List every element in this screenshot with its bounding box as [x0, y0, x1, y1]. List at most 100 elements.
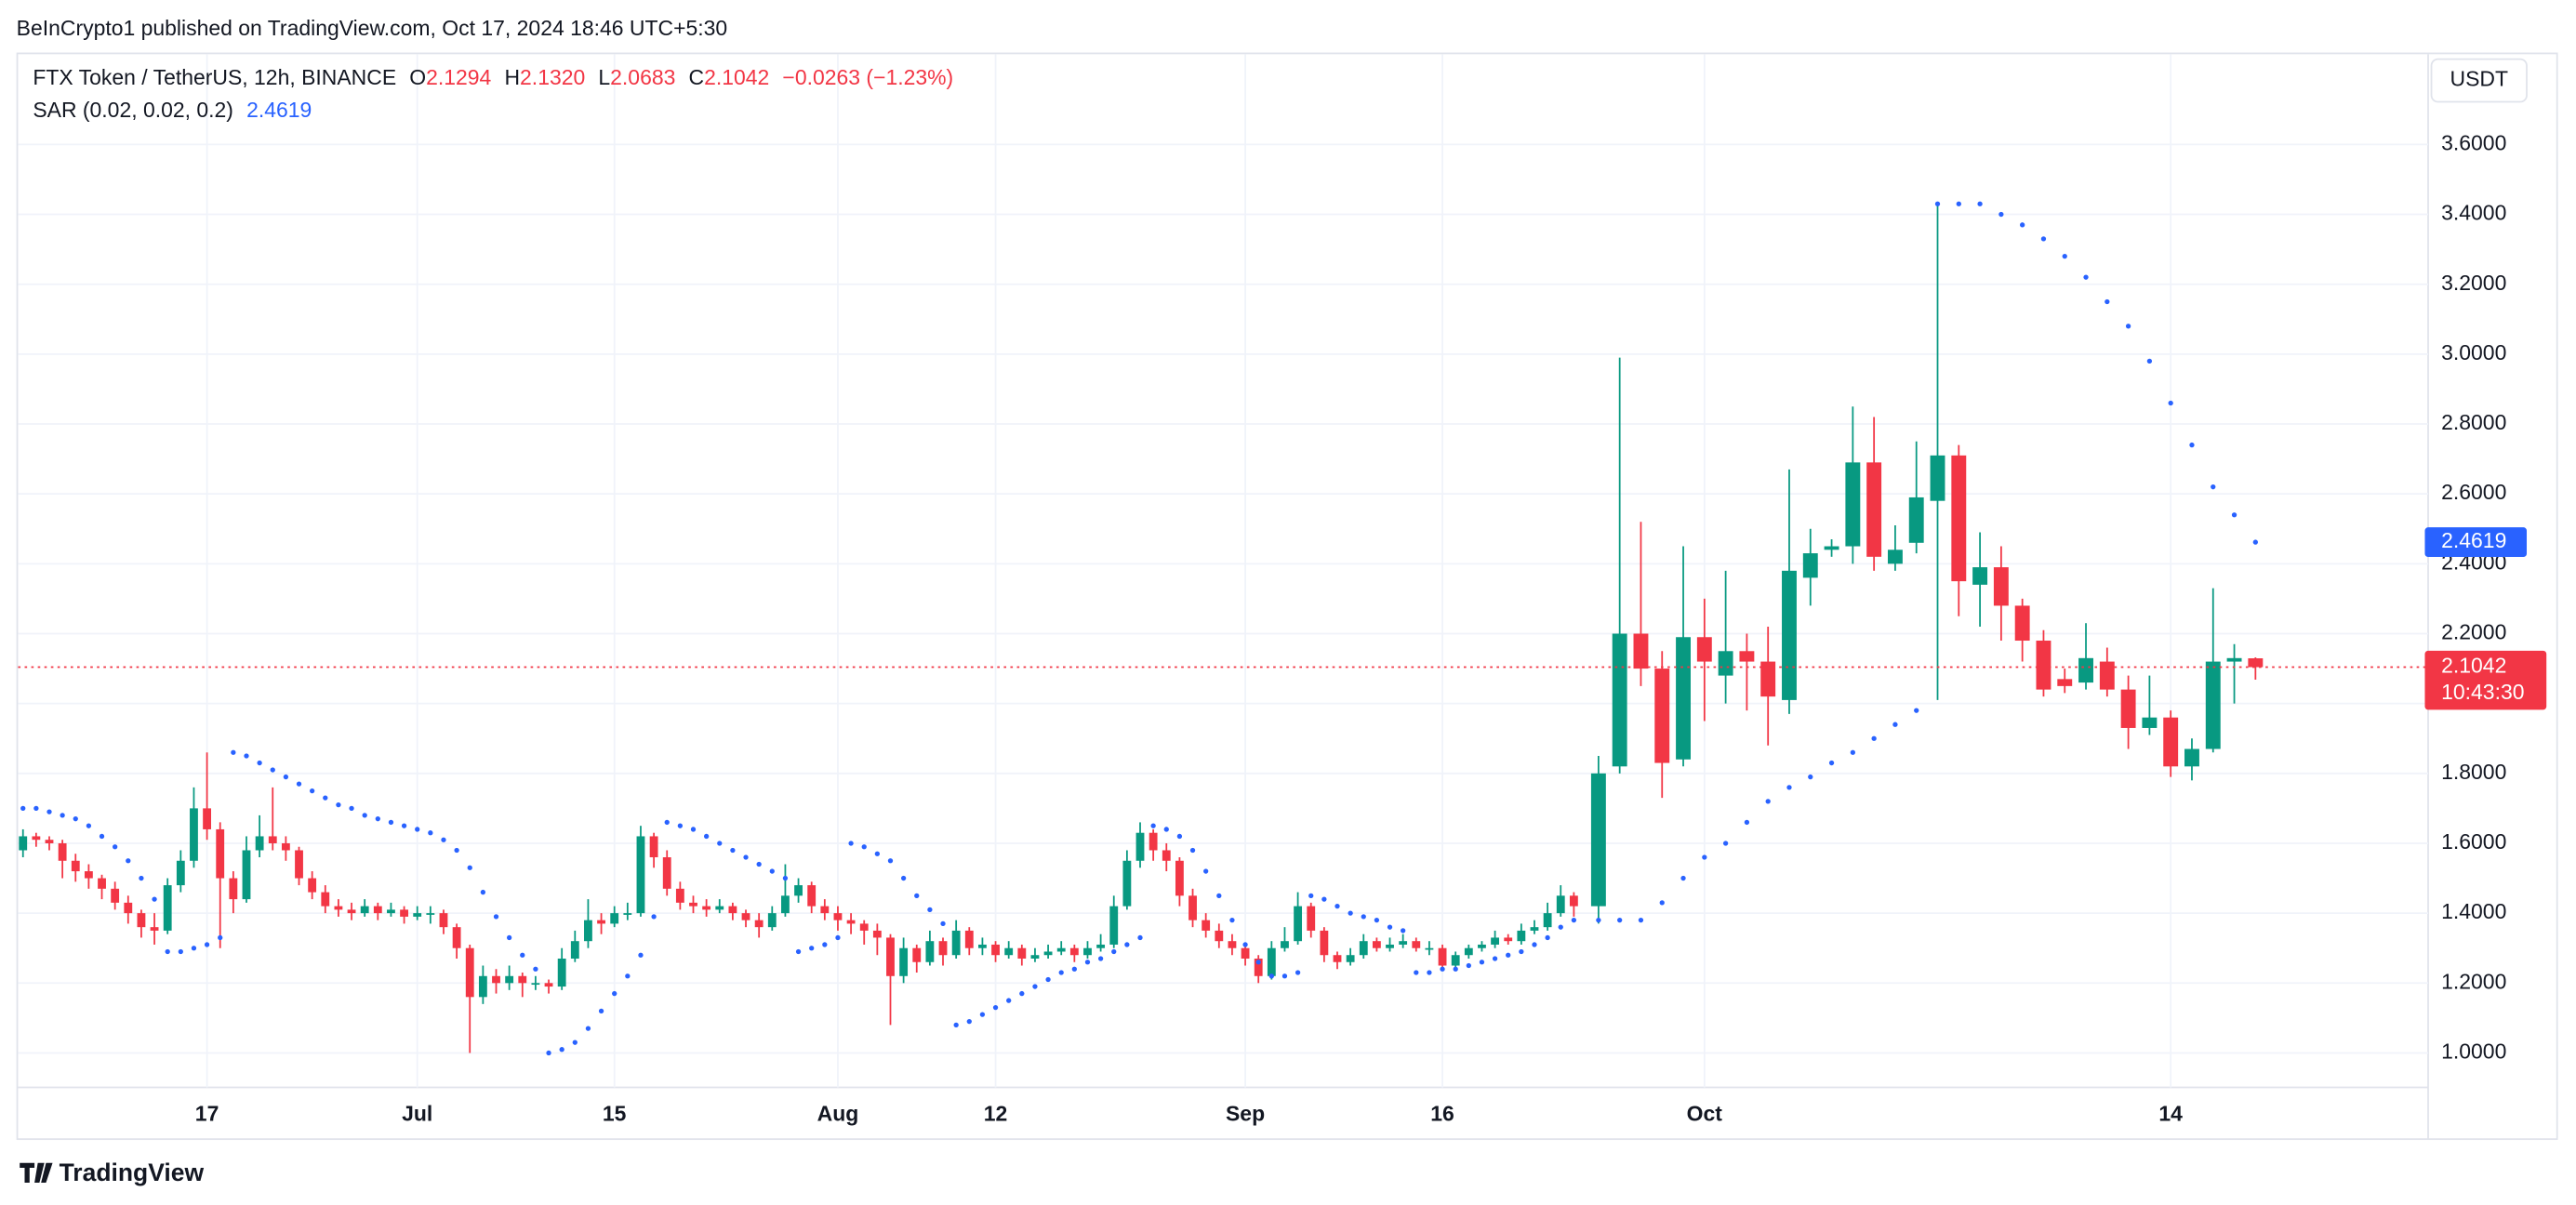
sar-dot: [2252, 539, 2258, 545]
candle-body: [1175, 860, 1184, 896]
ohlc-key: C: [689, 65, 705, 89]
candle-body: [347, 909, 356, 914]
sar-dot: [1977, 201, 1983, 206]
sar-dot: [1097, 956, 1104, 961]
footer-text: TradingView: [60, 1159, 205, 1186]
candle-body: [1696, 637, 1712, 662]
candle-body: [584, 920, 592, 942]
sar-dot: [1659, 900, 1665, 906]
sar-dot: [152, 896, 157, 902]
sar-dot: [467, 865, 472, 870]
candle-body: [2205, 661, 2221, 749]
candle-body: [1633, 633, 1649, 669]
candle-body: [45, 840, 54, 843]
candle-body: [268, 836, 277, 843]
sar-dot: [139, 875, 144, 881]
candle-body: [597, 920, 605, 924]
sar-dot: [191, 946, 197, 951]
sar-dot: [1176, 833, 1183, 840]
candle-body: [426, 913, 435, 915]
sar-dot: [1229, 918, 1235, 923]
candle-body: [1346, 955, 1355, 962]
candle-body: [1802, 553, 1818, 578]
sar-dot: [270, 767, 275, 773]
candle-body: [360, 906, 369, 914]
sar-dot: [126, 858, 131, 864]
candle-body: [846, 920, 856, 924]
candle-body: [111, 888, 120, 903]
sar-dot: [848, 841, 854, 846]
sar-dot: [60, 813, 65, 818]
sar-dot: [2020, 222, 2025, 228]
candle-body: [649, 836, 658, 858]
candle-body: [98, 878, 106, 889]
candle-body: [1824, 546, 1839, 550]
sar-dot: [1216, 893, 1222, 898]
candle-body: [1228, 941, 1237, 948]
sar-dot: [585, 1026, 591, 1031]
sar-dot: [2189, 442, 2195, 448]
candle-body: [1043, 951, 1053, 956]
sar-dot: [113, 844, 118, 850]
candle-body: [2142, 717, 2158, 728]
sar-dot: [1111, 948, 1117, 955]
ohlc-value: 2.1042: [704, 65, 769, 89]
sar-dot: [1006, 998, 1012, 1003]
candle-body: [1760, 661, 1776, 697]
candle-body: [1739, 651, 1755, 662]
candle-body: [544, 983, 553, 987]
sar-dot: [1203, 868, 1209, 874]
y-tick-label: 3.2000: [2441, 271, 2506, 295]
sar-dot: [2062, 253, 2067, 259]
sar-dot: [204, 942, 210, 947]
sar-dot: [1786, 785, 1792, 790]
currency-label[interactable]: USDT: [2450, 67, 2508, 91]
sar-dot: [244, 753, 249, 759]
x-tick-label: Oct: [1687, 1102, 1723, 1126]
candle-body: [1202, 920, 1211, 931]
ohlc-value: 2.1294: [426, 65, 491, 89]
candle-body: [32, 836, 41, 841]
sar-dot: [46, 809, 52, 814]
currency-button[interactable]: [2430, 58, 2528, 103]
sar-dot: [651, 914, 657, 920]
sar-dot: [349, 805, 354, 812]
sar-dot: [1427, 970, 1432, 975]
ohlc-key: L: [598, 65, 610, 89]
sar-dot: [743, 854, 749, 860]
candle-body: [1109, 906, 1119, 945]
candle-body: [452, 927, 461, 948]
candle-body: [794, 885, 803, 896]
candle-body: [1030, 955, 1040, 959]
candle-body: [964, 930, 974, 948]
sar-dot: [1545, 934, 1550, 941]
candle-body: [872, 930, 882, 938]
candle-body: [334, 906, 343, 910]
candle-body: [84, 871, 93, 879]
candle-body: [1491, 937, 1500, 945]
sar-dot: [1638, 918, 1644, 923]
y-tick-label: 2.8000: [2441, 410, 2506, 434]
sar-dot: [914, 893, 920, 898]
candle-body: [807, 885, 817, 907]
candle-body: [1149, 832, 1158, 851]
sar-dot: [1466, 962, 1471, 969]
candle-body: [1866, 462, 1882, 557]
sar-dot: [835, 934, 841, 941]
candle-body: [1504, 937, 1513, 942]
sar-dot: [1453, 966, 1458, 972]
sar-dot: [1934, 201, 1941, 206]
sar-dot: [1722, 841, 1729, 846]
sar-dot: [2040, 236, 2047, 242]
candle-body: [636, 836, 645, 914]
sar-dot: [1058, 970, 1064, 975]
sar-dot: [231, 749, 236, 755]
candle-body: [216, 828, 225, 879]
sar-dot: [703, 833, 710, 840]
candle-body: [321, 892, 330, 907]
sar-dot: [612, 990, 617, 997]
sar-dot: [493, 914, 499, 920]
sar-dot: [520, 952, 525, 958]
